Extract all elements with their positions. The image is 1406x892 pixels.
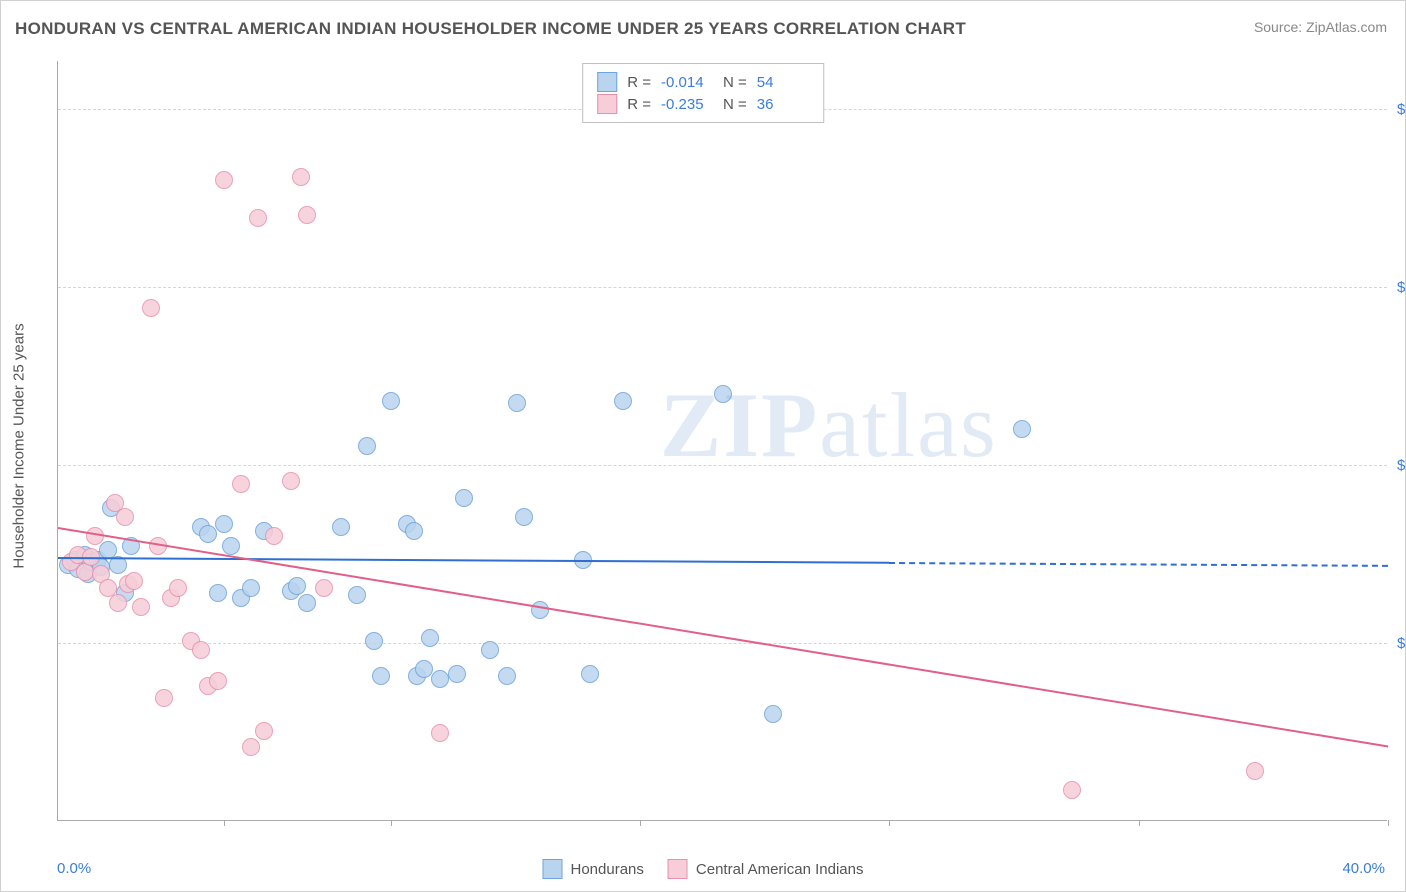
data-point-cai	[255, 722, 273, 740]
legend-label-hondurans: Hondurans	[571, 861, 644, 878]
r-label: R =	[627, 96, 651, 113]
data-point-cai	[142, 299, 160, 317]
data-point-cai	[209, 672, 227, 690]
data-point-cai	[215, 171, 233, 189]
trendline-dash-hondurans	[889, 562, 1388, 567]
n-label: N =	[723, 74, 747, 91]
watermark: ZIPatlas	[660, 372, 998, 478]
x-tick	[224, 820, 225, 826]
x-tick	[391, 820, 392, 826]
gridline: $37,500	[58, 643, 1387, 644]
chart-container: HONDURAN VS CENTRAL AMERICAN INDIAN HOUS…	[0, 0, 1406, 892]
data-point-hondurans	[614, 392, 632, 410]
data-point-hondurans	[481, 641, 499, 659]
source-label: Source: ZipAtlas.com	[1254, 19, 1387, 35]
chart-title: HONDURAN VS CENTRAL AMERICAN INDIAN HOUS…	[15, 19, 966, 39]
x-axis-max-label: 40.0%	[1342, 860, 1385, 877]
data-point-cai	[109, 594, 127, 612]
data-point-hondurans	[581, 665, 599, 683]
y-axis-title: Householder Income Under 25 years	[11, 323, 28, 568]
swatch-hondurans	[597, 72, 617, 92]
y-tick-label: $75,000	[1397, 457, 1406, 474]
data-point-cai	[192, 641, 210, 659]
data-point-hondurans	[215, 515, 233, 533]
y-tick-label: $112,500	[1397, 279, 1406, 296]
data-point-hondurans	[448, 665, 466, 683]
x-tick	[889, 820, 890, 826]
x-axis-min-label: 0.0%	[57, 860, 91, 877]
trendline-hondurans	[58, 557, 889, 564]
data-point-cai	[282, 472, 300, 490]
data-point-hondurans	[421, 629, 439, 647]
data-point-cai	[1063, 781, 1081, 799]
x-tick	[1139, 820, 1140, 826]
data-point-hondurans	[515, 508, 533, 526]
correlation-stats-box: R = -0.014 N = 54 R = -0.235 N = 36	[582, 63, 824, 123]
data-point-cai	[169, 579, 187, 597]
data-point-cai	[292, 168, 310, 186]
swatch-cai	[597, 94, 617, 114]
trendline-cai	[58, 527, 1388, 747]
legend-swatch-hondurans	[543, 859, 563, 879]
n-label: N =	[723, 96, 747, 113]
data-point-hondurans	[298, 594, 316, 612]
data-point-cai	[155, 689, 173, 707]
data-point-hondurans	[714, 385, 732, 403]
y-tick-label: $37,500	[1397, 635, 1406, 652]
data-point-cai	[249, 209, 267, 227]
data-point-hondurans	[209, 584, 227, 602]
data-point-hondurans	[764, 705, 782, 723]
data-point-cai	[265, 527, 283, 545]
legend-label-cai: Central American Indians	[696, 861, 864, 878]
stats-row-cai: R = -0.235 N = 36	[597, 94, 809, 114]
data-point-hondurans	[431, 670, 449, 688]
legend-item-cai: Central American Indians	[668, 859, 864, 879]
data-point-hondurans	[455, 489, 473, 507]
data-point-hondurans	[365, 632, 383, 650]
data-point-hondurans	[498, 667, 516, 685]
data-point-hondurans	[415, 660, 433, 678]
data-point-cai	[315, 579, 333, 597]
data-point-hondurans	[348, 586, 366, 604]
gridline: $112,500	[58, 287, 1387, 288]
data-point-hondurans	[242, 579, 260, 597]
data-point-cai	[431, 724, 449, 742]
legend-swatch-cai	[668, 859, 688, 879]
legend: Hondurans Central American Indians	[543, 859, 864, 879]
data-point-hondurans	[222, 537, 240, 555]
y-tick-label: $150,000	[1397, 101, 1406, 118]
data-point-hondurans	[372, 667, 390, 685]
data-point-hondurans	[288, 577, 306, 595]
data-point-hondurans	[508, 394, 526, 412]
stats-row-hondurans: R = -0.014 N = 54	[597, 72, 809, 92]
x-tick	[1388, 820, 1389, 826]
n-value-cai: 36	[757, 96, 809, 113]
r-label: R =	[627, 74, 651, 91]
data-point-hondurans	[332, 518, 350, 536]
n-value-hondurans: 54	[757, 74, 809, 91]
data-point-cai	[125, 572, 143, 590]
r-value-cai: -0.235	[661, 96, 713, 113]
data-point-cai	[116, 508, 134, 526]
data-point-cai	[298, 206, 316, 224]
legend-item-hondurans: Hondurans	[543, 859, 644, 879]
x-tick	[640, 820, 641, 826]
data-point-cai	[132, 598, 150, 616]
plot-area: ZIPatlas $37,500$75,000$112,500$150,000	[57, 61, 1387, 821]
data-point-hondurans	[1013, 420, 1031, 438]
data-point-hondurans	[531, 601, 549, 619]
data-point-hondurans	[405, 522, 423, 540]
data-point-cai	[232, 475, 250, 493]
data-point-cai	[242, 738, 260, 756]
data-point-cai	[1246, 762, 1264, 780]
data-point-hondurans	[382, 392, 400, 410]
r-value-hondurans: -0.014	[661, 74, 713, 91]
gridline: $75,000	[58, 465, 1387, 466]
data-point-hondurans	[199, 525, 217, 543]
data-point-hondurans	[358, 437, 376, 455]
